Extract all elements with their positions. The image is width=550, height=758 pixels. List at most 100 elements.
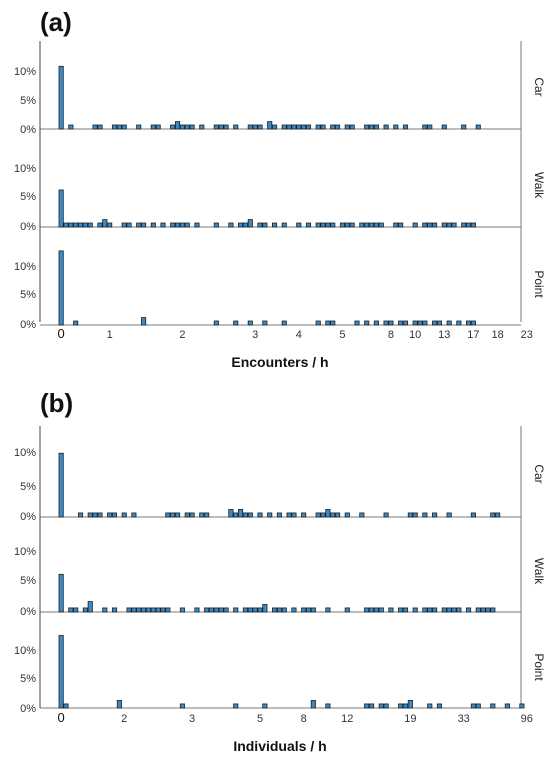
bar — [446, 222, 452, 228]
row-label-b-car: Car — [532, 464, 546, 483]
bar — [320, 222, 326, 228]
x-tick-label: 3 — [252, 329, 258, 341]
bar — [470, 222, 476, 228]
bar — [393, 124, 399, 130]
bar — [78, 222, 84, 228]
bar — [92, 512, 98, 518]
bar — [58, 65, 64, 130]
y-tick-a-row3-0: 0% — [20, 319, 36, 331]
bar — [427, 124, 433, 130]
bar — [441, 222, 447, 228]
x-tick-label: 3 — [189, 713, 195, 725]
bar — [58, 452, 64, 518]
bar — [441, 124, 447, 130]
bar — [170, 512, 176, 518]
bar — [305, 222, 312, 228]
x-tick-label: 13 — [438, 329, 450, 341]
bar — [73, 222, 79, 228]
bar — [131, 512, 137, 518]
bar — [480, 607, 486, 613]
tick-labels-a: 10% 5% 0% 10% 5% 0% 10% 5% 0% — [14, 66, 36, 331]
bar — [330, 320, 336, 326]
x-tick-label: 1 — [107, 329, 113, 341]
bar — [281, 222, 287, 228]
bar — [131, 607, 137, 613]
bar — [427, 222, 433, 228]
bar — [364, 124, 370, 130]
bar — [247, 607, 253, 613]
bar — [407, 512, 413, 518]
bar — [233, 607, 239, 613]
x-tick-label: 18 — [492, 329, 504, 341]
x-tick-label: 8 — [301, 713, 307, 725]
bar — [82, 607, 88, 613]
bar — [136, 124, 142, 130]
bar — [184, 512, 190, 518]
bar — [179, 124, 185, 130]
bar — [223, 124, 229, 130]
bar — [470, 703, 476, 709]
bar — [422, 222, 428, 228]
bar — [184, 124, 190, 130]
bar — [368, 703, 375, 709]
bar — [102, 219, 108, 228]
bar — [136, 607, 142, 613]
bar — [373, 607, 379, 613]
bar — [213, 222, 219, 228]
bar — [63, 703, 69, 709]
bar — [470, 320, 476, 326]
row-label-a-point: Point — [532, 270, 546, 298]
bar — [252, 124, 258, 130]
bar — [271, 607, 278, 613]
bars-b-walk — [58, 573, 496, 613]
bar — [97, 222, 103, 228]
bar — [412, 607, 418, 613]
bar — [170, 222, 176, 228]
bar — [368, 222, 375, 228]
bar — [189, 124, 195, 130]
bar — [490, 607, 496, 613]
bar — [364, 320, 370, 326]
bar — [339, 222, 345, 228]
bar — [223, 607, 229, 613]
bar — [456, 607, 462, 613]
bar — [388, 320, 394, 326]
bar — [368, 124, 375, 130]
x-tick-label: 10 — [409, 329, 421, 341]
x-tick-label: 4 — [296, 329, 302, 341]
bar — [155, 607, 161, 613]
bar — [465, 222, 472, 228]
y-tick-b-row3-5: 5% — [20, 673, 36, 685]
bar — [174, 512, 181, 518]
bar — [87, 601, 93, 613]
x-tick-label: 12 — [341, 713, 353, 725]
bar — [465, 607, 472, 613]
bar — [126, 607, 132, 613]
bar — [402, 703, 409, 709]
bar — [257, 607, 263, 613]
bar — [136, 222, 142, 228]
bar — [63, 222, 69, 228]
bar — [141, 317, 147, 326]
bar — [228, 509, 234, 518]
bar — [194, 222, 200, 228]
bar — [87, 222, 93, 228]
bar — [150, 124, 156, 130]
bar — [179, 703, 185, 709]
bar — [305, 607, 312, 613]
y-tick-b-row3-10: 10% — [14, 645, 36, 657]
bar — [310, 700, 316, 709]
bar — [402, 124, 409, 130]
bar — [412, 222, 418, 228]
bar — [286, 512, 292, 518]
bar — [315, 320, 321, 326]
bar — [402, 320, 409, 326]
bar — [111, 512, 118, 518]
bar — [247, 320, 253, 326]
bar — [446, 320, 452, 326]
bar — [436, 320, 442, 326]
panel-label-a: (a) — [40, 7, 72, 37]
bar — [179, 222, 185, 228]
y-tick-a-row2-10: 10% — [14, 163, 36, 175]
bar — [291, 512, 297, 518]
